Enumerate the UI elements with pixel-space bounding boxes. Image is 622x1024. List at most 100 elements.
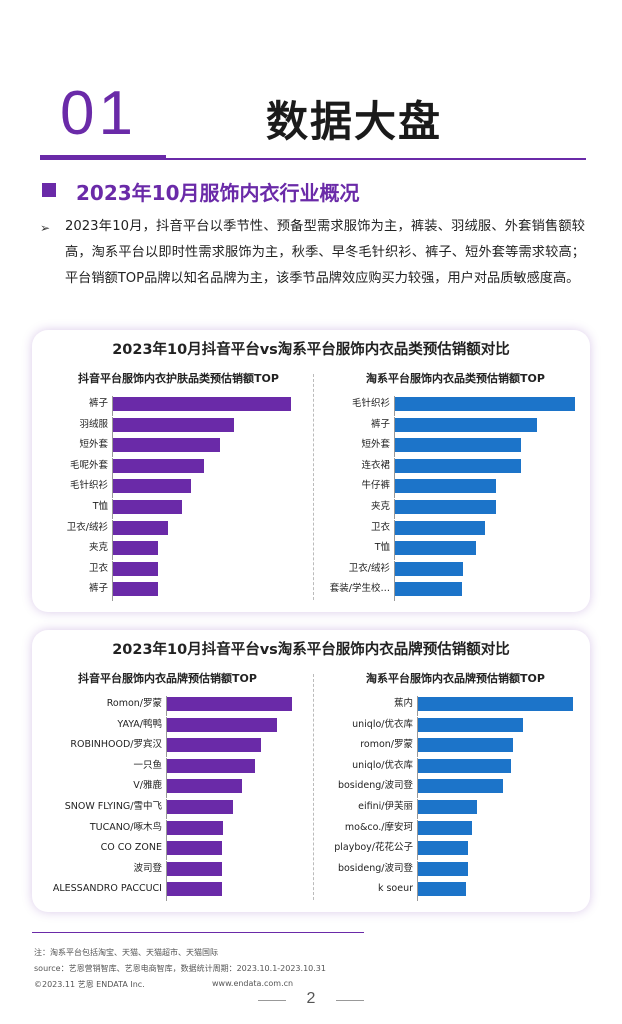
bar-axis-tick xyxy=(112,581,113,602)
taobao-brand-panel: 淘系平台服饰内衣品牌预估销额TOP 蕉内 uniqlo/优衣库 romon/罗蒙 un… xyxy=(322,668,587,904)
bar-axis-tick xyxy=(112,519,113,540)
douyin-category-panel: 抖音平台服饰内衣护肤品类预估销额TOP 裤子 羽绒服 短外套 毛呢外套 毛针织衫 T恤 卫衣… xyxy=(42,368,307,604)
bar xyxy=(418,758,511,773)
douyin-brand-panel: 抖音平台服饰内衣品牌预估销额TOP Romon/罗蒙 YAYA/鸭鸭 ROBINHO… xyxy=(42,668,307,904)
bar-row: SNOW FLYING/雪中飞 xyxy=(42,799,297,819)
card-divider xyxy=(313,674,314,900)
bar-row: 波司登 xyxy=(42,860,297,881)
bar xyxy=(113,397,291,411)
bar-axis-tick xyxy=(166,757,167,778)
bar xyxy=(418,820,472,835)
bar-label: 卫衣/绒衫 xyxy=(348,562,390,574)
bar-axis-tick xyxy=(394,560,395,581)
bar-label: k soeur xyxy=(377,883,413,895)
bar xyxy=(113,561,158,576)
bar-row: 卫衣/绒衫 xyxy=(42,519,296,540)
bar xyxy=(395,458,521,473)
footer-website-link[interactable]: www.endata.com.cn xyxy=(212,979,294,988)
bar-axis-tick xyxy=(394,540,395,561)
footer-note: 注：淘系平台包括淘宝、天猫、天猫超市、天猫国际 xyxy=(34,948,218,957)
bar-axis-tick xyxy=(166,799,167,819)
bar-row: 牛仔裤 xyxy=(322,478,580,499)
bar-label: ALESSANDRO PACCUCI xyxy=(52,883,162,895)
bar xyxy=(167,861,222,876)
bar-row: playboy/花花公子 xyxy=(322,840,578,861)
page-title: 数据大盘 xyxy=(266,97,443,146)
bar-axis-tick xyxy=(417,881,418,902)
bar xyxy=(418,800,477,814)
bar-label: 裤子 xyxy=(88,398,108,409)
bar-row: ROBINHOOD/罗宾汉 xyxy=(42,737,297,758)
bar-label: 卫衣 xyxy=(370,521,390,533)
page-number: 2 xyxy=(306,990,316,1007)
bar xyxy=(395,520,485,535)
bar-row: eifini/伊芙丽 xyxy=(322,799,578,819)
section-number: 01 xyxy=(60,79,137,148)
bar-label: romon/罗蒙 xyxy=(360,739,413,751)
taobao-brand-subtitle: 淘系平台服饰内衣品牌预估销额TOP xyxy=(366,672,545,685)
douyin-category-subtitle: 抖音平台服饰内衣护肤品类预估销额TOP xyxy=(78,372,279,385)
bar-row: V/雅鹿 xyxy=(42,778,297,799)
bar xyxy=(167,697,292,711)
bar-row: romon/罗蒙 xyxy=(322,737,578,758)
douyin-brand-subtitle: 抖音平台服饰内衣品牌预估销额TOP xyxy=(78,672,257,685)
bar-label: 毛针织衫 xyxy=(69,480,108,492)
bar-row: bosideng/波司登 xyxy=(322,778,578,799)
bar-axis-tick xyxy=(394,396,395,416)
bar xyxy=(167,882,222,897)
bar-label: uniqlo/优衣库 xyxy=(352,759,413,771)
page-number-line-right xyxy=(336,1000,364,1001)
bar-axis-tick xyxy=(394,499,395,519)
bar-axis-tick xyxy=(166,696,167,716)
bar-label: YAYA/鸭鸭 xyxy=(117,718,162,730)
bar-axis-tick xyxy=(166,737,167,758)
bar-label: 蕉内 xyxy=(393,698,413,709)
bar-label: 套装/学生校… xyxy=(329,583,390,595)
bar-row: 短外套 xyxy=(42,437,296,458)
bar-label: 一只鱼 xyxy=(133,759,162,771)
bar xyxy=(418,697,573,711)
bar-axis-tick xyxy=(166,840,167,861)
bar-axis-tick xyxy=(417,860,418,881)
bar-axis-tick xyxy=(166,716,167,737)
bar-row: 连衣裙 xyxy=(322,457,580,478)
bar-axis-tick xyxy=(417,799,418,819)
bar-row: ALESSANDRO PACCUCI xyxy=(42,881,297,902)
bar-label: mo&co./摩安珂 xyxy=(344,821,413,833)
bar xyxy=(418,841,468,856)
bar-row: YAYA/鸭鸭 xyxy=(42,716,297,737)
bar xyxy=(113,520,168,535)
bar xyxy=(113,479,191,494)
bar-axis-tick xyxy=(394,581,395,602)
bar-row: 卫衣 xyxy=(42,560,296,581)
bar-label: 夹克 xyxy=(370,501,390,512)
bar-row: 卫衣 xyxy=(322,519,580,540)
bar-label: CO CO ZONE xyxy=(100,842,162,854)
bar-axis-tick xyxy=(394,457,395,478)
bar-axis-tick xyxy=(417,737,418,758)
bar xyxy=(395,397,575,411)
bar-label: 毛针织衫 xyxy=(351,398,390,409)
bar xyxy=(395,500,496,514)
bar-label: Romon/罗蒙 xyxy=(106,698,162,709)
bar-row: CO CO ZONE xyxy=(42,840,297,861)
bar xyxy=(167,841,222,856)
bar xyxy=(167,779,242,794)
bar xyxy=(395,541,476,556)
bar-label: SNOW FLYING/雪中飞 xyxy=(64,801,162,812)
bar xyxy=(167,820,223,835)
bar-axis-tick xyxy=(112,396,113,416)
bar xyxy=(113,582,158,597)
bar-label: T恤 xyxy=(92,501,108,512)
category-chart-card: 2023年10月抖音平台vs淘系平台服饰内衣品类预估销额对比 抖音平台服饰内衣护… xyxy=(32,330,590,612)
bar-row: 裤子 xyxy=(322,416,580,437)
bar xyxy=(418,717,523,732)
bar-label: 牛仔裤 xyxy=(361,480,390,492)
bar xyxy=(395,438,521,453)
bar-label: uniqlo/优衣库 xyxy=(352,718,413,730)
bar-axis-tick xyxy=(112,540,113,561)
header-divider xyxy=(40,158,586,160)
page-number-line-left xyxy=(258,1000,286,1001)
bar-label: 夹克 xyxy=(88,542,108,554)
bar xyxy=(167,717,277,732)
